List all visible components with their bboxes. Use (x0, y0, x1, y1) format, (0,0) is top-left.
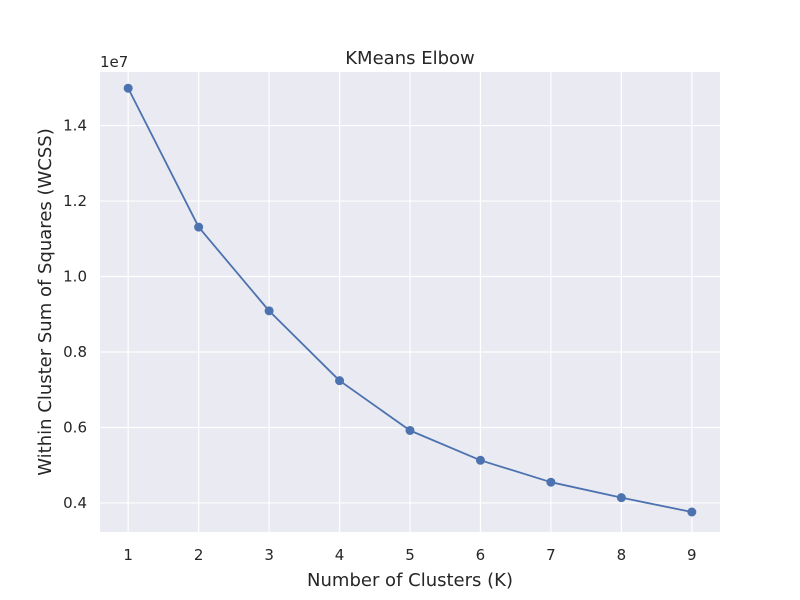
chart-title: KMeans Elbow (345, 48, 474, 69)
x-tick-label: 5 (405, 546, 415, 564)
y-axis-label: Within Cluster Sum of Squares (WCSS) (35, 128, 56, 476)
data-point (546, 477, 556, 487)
x-axis-label: Number of Clusters (K) (307, 570, 513, 591)
x-tick-label: 8 (617, 546, 627, 564)
y-tick-label: 1.2 (63, 192, 87, 210)
data-point (194, 222, 204, 232)
data-point (475, 455, 485, 465)
x-tick-label: 3 (264, 546, 274, 564)
y-axis-offset-label: 1e7 (100, 53, 128, 71)
x-tick-label: 6 (476, 546, 486, 564)
x-tick-label: 4 (335, 546, 345, 564)
y-tick-label: 0.6 (63, 418, 87, 436)
y-tick-label: 0.8 (63, 343, 87, 361)
y-tick-label: 1.4 (63, 117, 87, 135)
x-tick-label: 1 (123, 546, 133, 564)
series (123, 83, 697, 517)
data-point (264, 306, 274, 316)
tick-labels: 1 2 3 4 5 6 7 8 9 0.4 0.6 0.8 1.0 1.2 1.4 (63, 117, 696, 564)
data-point (405, 425, 415, 435)
data-point (335, 376, 345, 386)
x-tick-label: 2 (194, 546, 204, 564)
x-tick-label: 9 (687, 546, 697, 564)
x-tick-label: 7 (546, 546, 556, 564)
data-point (123, 83, 133, 93)
y-tick-label: 0.4 (63, 494, 87, 512)
data-point (687, 507, 697, 517)
y-tick-label: 1.0 (63, 268, 87, 286)
data-point (616, 493, 626, 503)
